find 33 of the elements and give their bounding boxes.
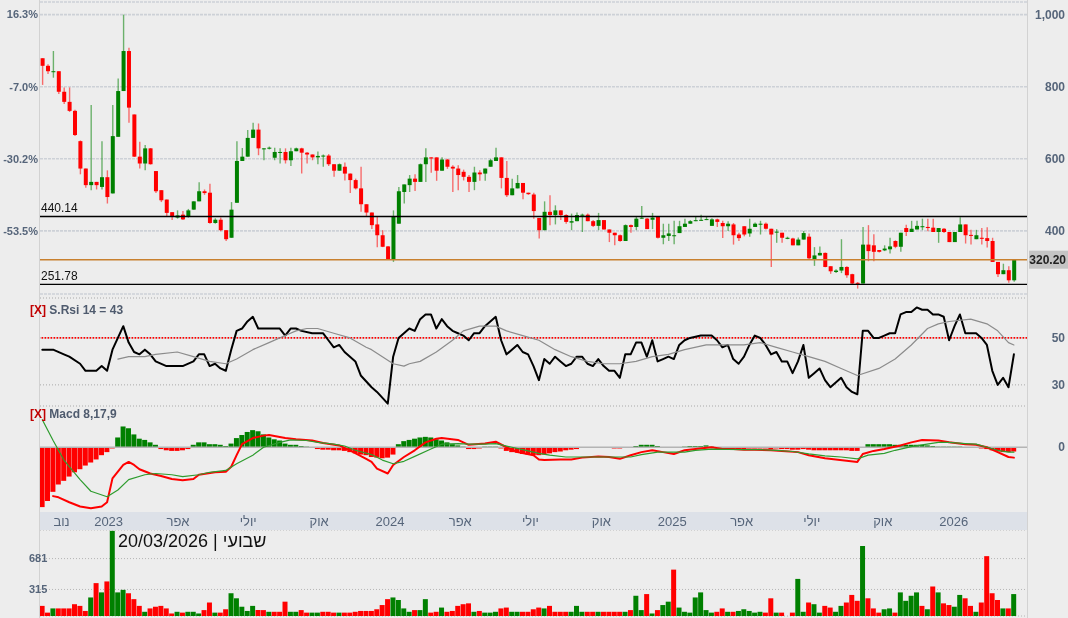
x-tick-label: אפר [448,513,472,529]
x-tick-label: יולי [239,513,257,529]
x-tick-label: אפר [730,513,754,529]
ref-line-label: 251.78 [41,269,79,284]
y-tick-label: 600 [1044,152,1066,167]
x-tick-label: אפר [166,513,190,529]
chart-title: שבועי | 20/03/2026 [118,531,267,551]
y-tick-label: 800 [1044,79,1066,94]
y-tick-label: 30 [1051,378,1066,393]
x-tick-label: אוק [873,513,893,529]
y2-tick-label: -53.5% [3,224,39,237]
ref-line-label: 0 [1058,440,1066,455]
y-tick-label: 681 [29,552,48,565]
y-tick-label: 1,000 [1034,7,1066,22]
y2-tick-label: -7.0% [9,80,39,93]
x-tick-label: 2026 [939,513,969,529]
ref-line-label: 440.14 [41,201,79,216]
ref-line-label: 320.20 [1029,252,1067,267]
x-tick-label: יולי [521,513,539,529]
y-tick-label: 400 [1044,224,1066,239]
x-tick-label: 2023 [94,513,124,529]
chart-title: [X] Macd 8,17,9 [30,407,117,421]
y2-tick-label: -30.2% [3,152,39,165]
x-tick-label: אוק [591,513,611,529]
y-tick-label: 50 [1051,331,1066,346]
x-tick-label: יולי [803,513,821,529]
text: [X] S.Rsi 14 = 43 [30,303,124,317]
y2-tick-label: 16.3% [6,8,39,21]
x-tick-label: נוב [53,513,70,529]
x-tick-label: 2025 [657,513,687,529]
x-tick-label: 2024 [375,513,405,529]
x-tick-label: אוק [309,513,329,529]
y-tick-label: 315 [29,583,48,596]
